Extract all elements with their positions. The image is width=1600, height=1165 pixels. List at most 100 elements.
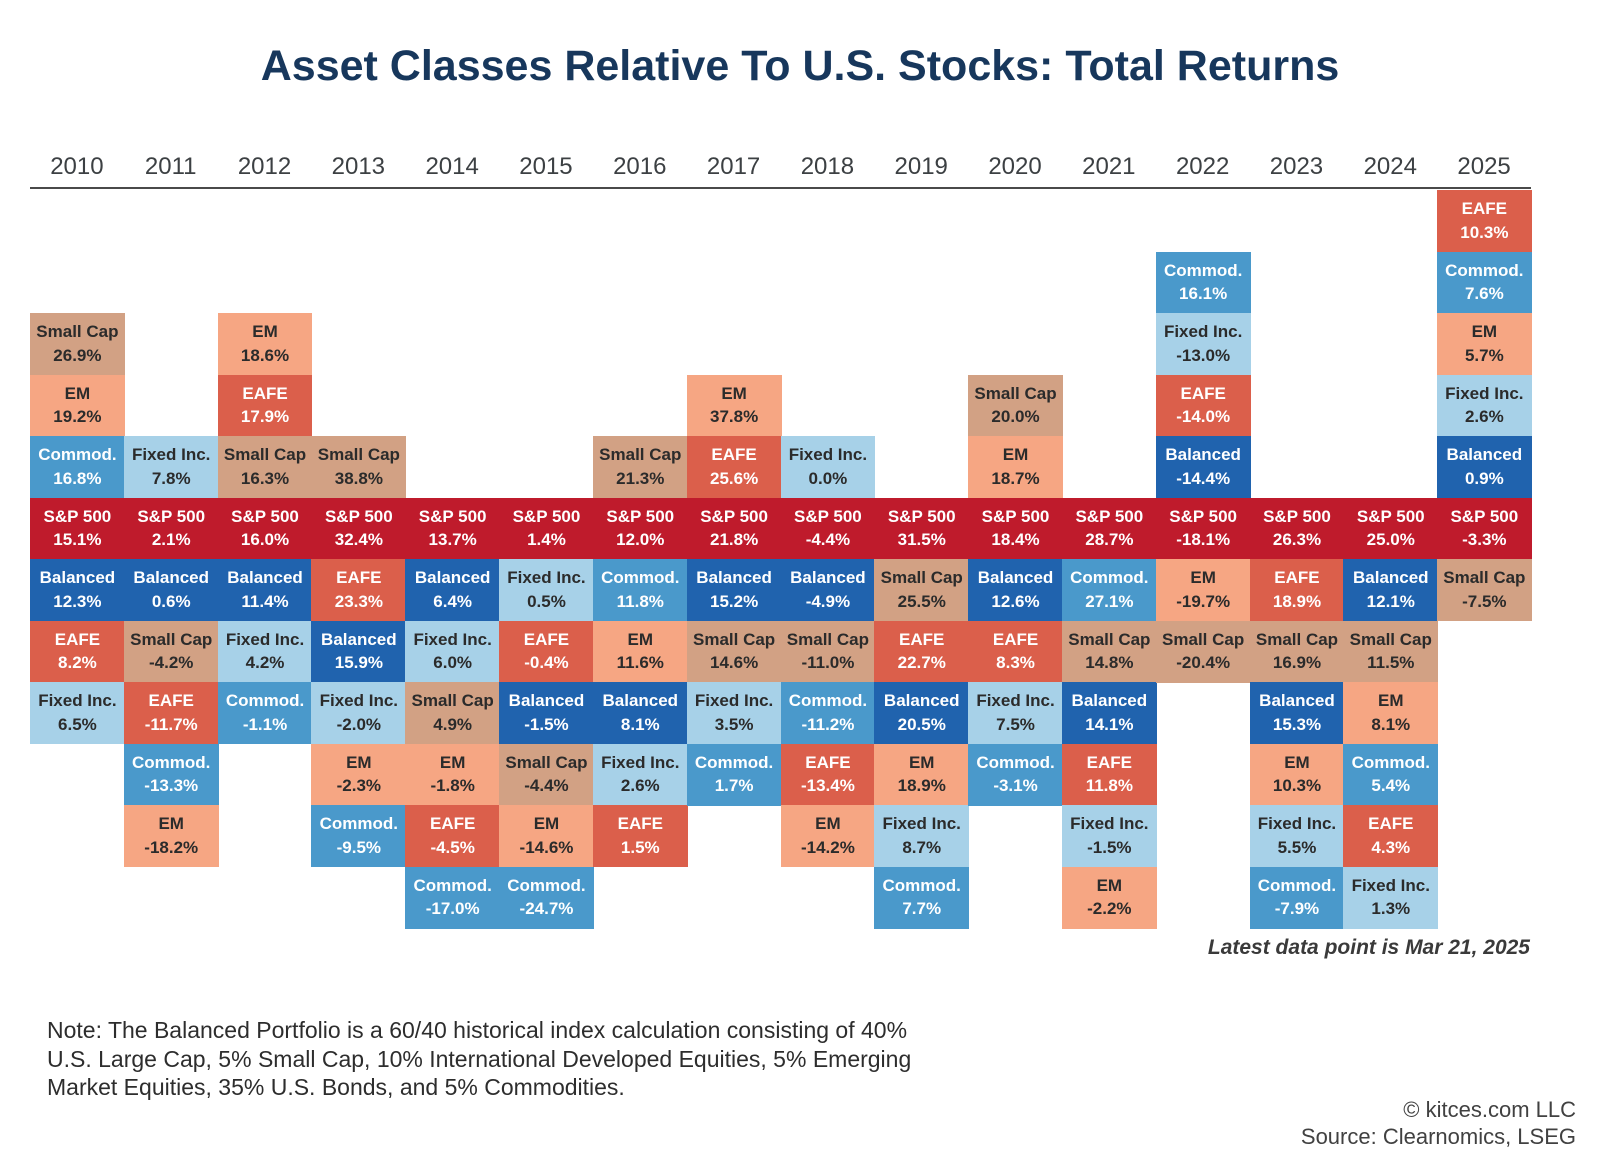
asset-name: Balanced — [696, 568, 772, 588]
asset-cell: Balanced 8.1% — [592, 682, 688, 744]
asset-name: Small Cap — [599, 445, 682, 465]
asset-cell: Fixed Inc. 2.6% — [592, 743, 688, 806]
year-label: 2024 — [1363, 153, 1417, 180]
asset-return: 7.5% — [996, 714, 1035, 734]
asset-return: 15.3% — [1272, 714, 1322, 734]
asset-cell: EAFE -0.4% — [499, 620, 594, 683]
asset-name: EAFE — [992, 629, 1039, 649]
asset-return: 26.9% — [53, 345, 102, 365]
asset-name: Balanced — [227, 568, 303, 588]
asset-name: Small Cap — [411, 691, 494, 711]
asset-cell: S&P 500 31.5% — [874, 497, 970, 560]
asset-cell: EAFE 23.3% — [311, 559, 407, 621]
asset-return: 19.2% — [53, 407, 102, 426]
asset-name: Small Cap — [1162, 629, 1245, 649]
asset-cell: S&P 500 28.7% — [1061, 497, 1157, 560]
asset-return: 26.3% — [1272, 530, 1322, 549]
asset-name: Fixed Inc. — [507, 568, 586, 588]
asset-return: -1.8% — [430, 776, 475, 795]
asset-name: EM — [627, 629, 654, 649]
asset-cell: Balanced 12.3% — [30, 559, 125, 621]
asset-cell: Commod. -3.1% — [968, 743, 1063, 806]
asset-return: 15.1% — [53, 530, 102, 549]
asset-cell: Fixed Inc. 1.3% — [1343, 866, 1439, 929]
asset-name: S&P 500 — [606, 506, 675, 526]
asset-return: 8.1% — [620, 714, 660, 734]
asset-cell: EAFE 25.6% — [686, 436, 782, 498]
year-label: 2010 — [50, 153, 104, 180]
asset-name: EAFE — [54, 629, 101, 649]
asset-cell: Commod. 16.1% — [1155, 251, 1251, 314]
asset-name: Balanced — [133, 568, 210, 588]
asset-return: 11.8% — [1085, 776, 1133, 795]
asset-name: S&P 500 — [1075, 506, 1144, 526]
year-label: 2012 — [237, 153, 292, 180]
asset-return: -17.0% — [425, 899, 480, 918]
asset-return: 12.6% — [991, 591, 1040, 611]
asset-return: 15.9% — [334, 653, 383, 672]
asset-cell: EM 18.6% — [217, 313, 313, 375]
asset-return: 21.8% — [709, 530, 759, 549]
asset-return: 0.5% — [527, 591, 566, 611]
asset-name: Small Cap — [130, 629, 213, 649]
asset-cell: Small Cap 21.3% — [592, 436, 688, 498]
asset-name: S&P 500 — [418, 506, 487, 526]
asset-return: -20.4% — [1176, 653, 1231, 672]
asset-cell: EAFE -11.7% — [123, 682, 219, 744]
year-label: 2014 — [425, 153, 479, 180]
asset-return: 5.4% — [1371, 776, 1411, 795]
asset-cell: Balanced 15.2% — [686, 559, 782, 621]
asset-cell: Commod. -24.7% — [499, 866, 594, 929]
asset-return: 4.9% — [433, 714, 473, 734]
asset-return: -4.2% — [149, 653, 194, 672]
asset-cell: Fixed Inc. 7.8% — [123, 436, 219, 498]
asset-name: EM — [1096, 875, 1123, 895]
asset-name: EAFE — [1086, 752, 1133, 772]
asset-return: 20.0% — [991, 407, 1040, 426]
asset-return: 11.6% — [616, 653, 664, 672]
asset-name: Fixed Inc. — [38, 691, 117, 711]
asset-cell: Balanced 0.6% — [123, 559, 219, 621]
asset-cell: Commod. -7.9% — [1249, 866, 1345, 929]
asset-cell: Commod. 1.7% — [686, 743, 782, 806]
asset-name: Fixed Inc. — [413, 629, 492, 649]
asset-name: EM — [1378, 691, 1404, 711]
asset-cell: S&P 500 13.7% — [405, 497, 501, 560]
asset-return: -11.7% — [144, 714, 198, 734]
asset-return: -2.0% — [336, 714, 382, 734]
asset-name: EM — [815, 814, 841, 834]
year-label: 2021 — [1082, 153, 1136, 180]
asset-return: 6.0% — [433, 653, 473, 672]
asset-name: Balanced — [977, 568, 1054, 588]
asset-name: Commod. — [788, 691, 868, 711]
asset-return: 16.3% — [240, 468, 290, 488]
asset-return: 5.7% — [1464, 345, 1504, 365]
asset-return: 4.3% — [1371, 837, 1411, 857]
asset-name: EM — [1471, 322, 1498, 342]
asset-name: Balanced — [1352, 568, 1429, 588]
asset-cell: EAFE -4.5% — [405, 805, 501, 867]
asset-return: -4.4% — [524, 776, 569, 795]
asset-cell: EM 5.7% — [1437, 313, 1532, 375]
asset-name: Fixed Inc. — [132, 445, 211, 465]
asset-cell: Commod. -1.1% — [217, 682, 313, 744]
asset-return: 20.5% — [897, 714, 946, 734]
asset-cell: Small Cap -7.5% — [1437, 559, 1532, 621]
asset-cell: Small Cap 14.6% — [686, 620, 782, 683]
asset-cell: Fixed Inc. 6.0% — [405, 620, 501, 683]
asset-name: Commod. — [319, 814, 399, 834]
asset-cell: Small Cap 11.5% — [1343, 620, 1439, 683]
asset-name: S&P 500 — [1450, 506, 1519, 526]
asset-cell: Balanced 20.5% — [874, 682, 970, 744]
year-label: 2015 — [519, 153, 573, 180]
asset-return: 6.4% — [433, 591, 473, 611]
asset-cell: Small Cap 14.8% — [1061, 620, 1157, 683]
asset-name: Fixed Inc. — [1351, 875, 1430, 895]
asset-name: EAFE — [336, 568, 382, 588]
year-label: 2020 — [988, 153, 1042, 180]
asset-name: EM — [1190, 568, 1216, 588]
asset-name: EM — [158, 814, 184, 834]
asset-cell: Balanced 11.4% — [217, 559, 313, 621]
year-axis-line — [30, 187, 1531, 189]
